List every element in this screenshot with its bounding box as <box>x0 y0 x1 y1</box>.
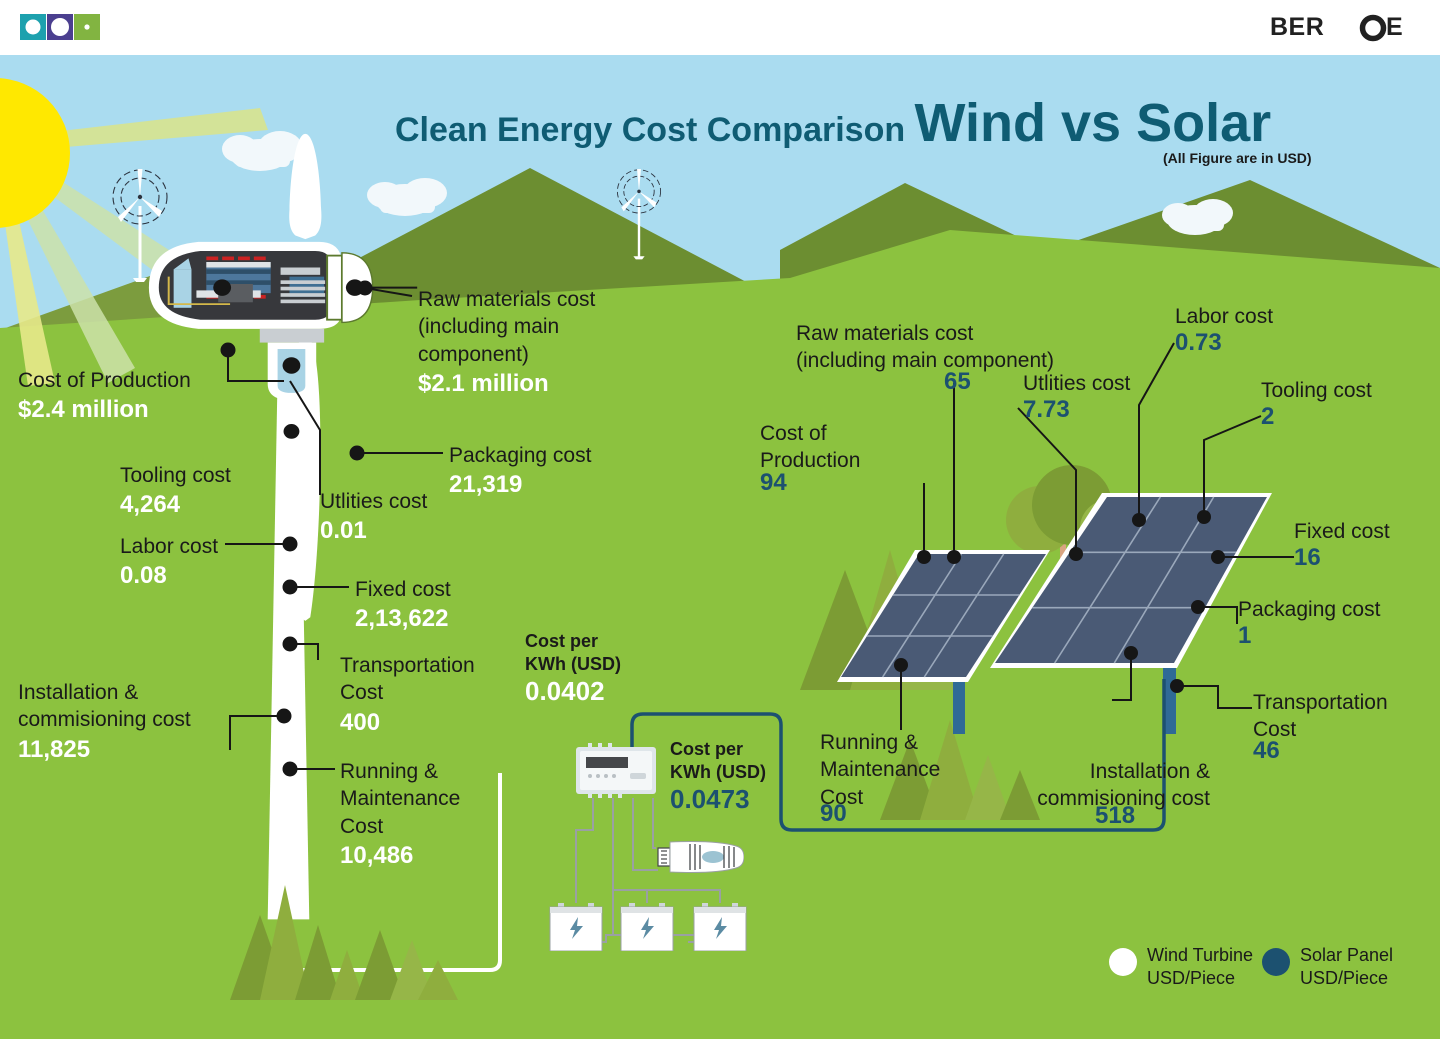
svg-text:E: E <box>1386 14 1403 41</box>
svg-text:BER: BER <box>1270 14 1324 41</box>
